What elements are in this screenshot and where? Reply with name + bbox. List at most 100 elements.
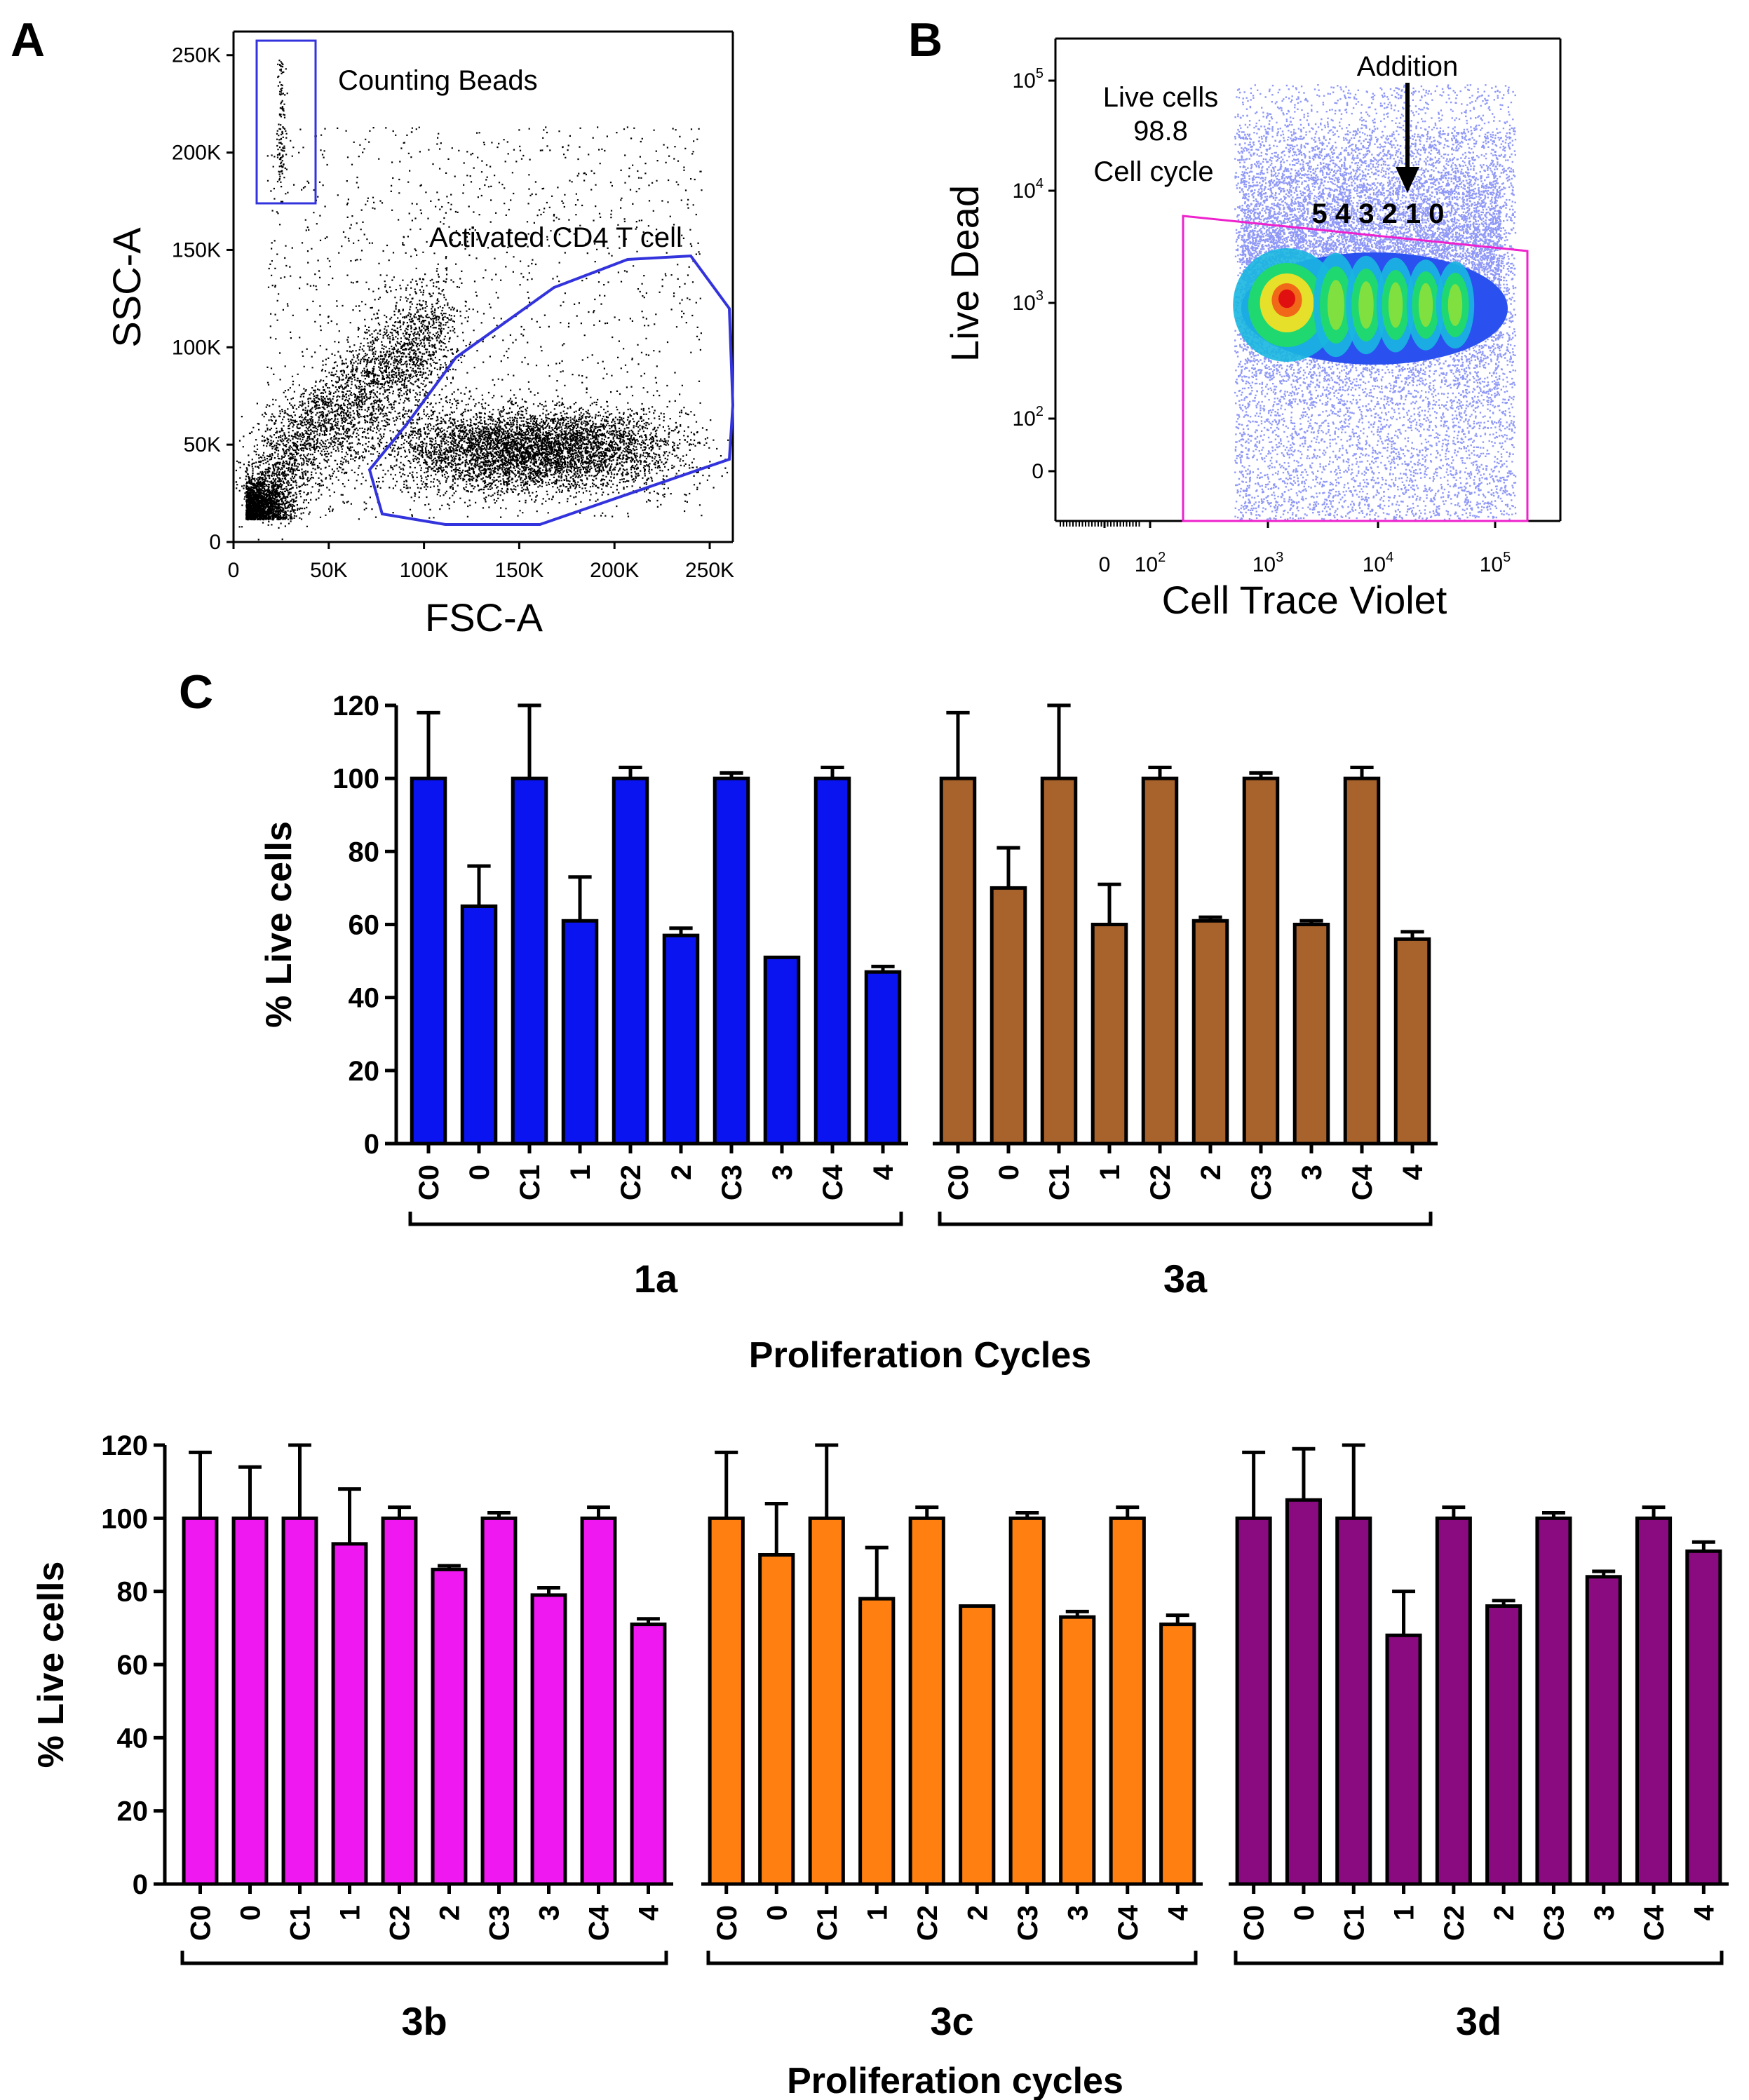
chart-x-tick-label: C0: [1239, 1905, 1270, 1941]
chart-x-tick-label: C0: [943, 1165, 974, 1200]
chart-x-tick-label: C2: [385, 1905, 416, 1941]
bar-3b-C1: [281, 1516, 318, 1886]
bar-3d-1: [1385, 1633, 1422, 1886]
chart-x-title: Proliferation Cycles: [749, 1335, 1091, 1376]
panel-b-y-title: Live Dead: [943, 185, 987, 362]
chart-x-tick-label: C4: [584, 1904, 615, 1941]
cycle-numbers: 5 4 3 2 1 0: [1311, 198, 1444, 229]
panel-a-scatter-points: [235, 60, 729, 541]
panel-a-x-ticks: 0 50K 100K 150K 200K 250K: [228, 542, 734, 582]
panel-a-y-tick-label: 150K: [172, 238, 221, 262]
panel-a-y-tick-label: 250K: [172, 44, 221, 67]
panel-b-y-tick-label: 105: [1013, 66, 1044, 93]
group-label-1a: 1a: [634, 1256, 678, 1301]
bar-3d-C2: [1435, 1516, 1472, 1886]
bar-3c-C0: [708, 1516, 745, 1886]
panel-a-x-tick-label: 200K: [590, 559, 639, 582]
counting-beads-label: Counting Beads: [338, 65, 538, 96]
chart-y-title: % Live cells: [31, 1562, 72, 1768]
chart-x-tick-label: C0: [712, 1905, 743, 1941]
panel-a-y-tick-label: 100K: [172, 336, 221, 359]
panel-b-y-tick-label: 102: [1013, 404, 1044, 431]
bar-3a-2: [1191, 919, 1229, 1146]
group-label-3b: 3b: [401, 1999, 447, 2043]
activated-cd4-label: Activated CD4 T cell: [429, 222, 682, 253]
bar-3b-C2: [381, 1516, 418, 1886]
chart-x-tick-label: 4: [634, 1904, 665, 1921]
panel-a-y-ticks: 0 50K 100K 150K 200K 250K: [172, 44, 234, 554]
panel-a-events: [235, 60, 729, 541]
panel-a-y-tick-label: 0: [209, 531, 221, 554]
chart-x-tick-label: 1: [565, 1165, 596, 1180]
bar-3c-1: [858, 1597, 896, 1886]
chart-x-tick-label: 1: [1095, 1165, 1126, 1180]
chart-y-tick-label: 60: [117, 1650, 149, 1681]
chart-x-tick-label: C1: [285, 1905, 316, 1941]
bar-3b-4: [630, 1623, 667, 1886]
chart-y-tick-label: 120: [332, 691, 379, 722]
bar-1a-0: [460, 904, 498, 1146]
chart-x-tick-label: C4: [818, 1164, 849, 1200]
panel-a-x-tick-label: 50K: [310, 559, 347, 582]
chart-x-tick-label: C3: [1539, 1905, 1569, 1941]
panel-b-y-tick-label: 0: [1032, 460, 1044, 483]
bar-3c-4: [1159, 1623, 1196, 1886]
bar-3a-C1: [1040, 776, 1078, 1146]
group-label-3d: 3d: [1456, 1999, 1501, 2043]
chart-x-tick-label: 4: [1689, 1904, 1720, 1921]
chart-x-tick-label: 4: [1398, 1164, 1429, 1180]
bar-1a-1: [561, 919, 599, 1146]
addition-arrow-head: [1396, 167, 1419, 193]
panel-b-x-tick-label: 102: [1135, 550, 1166, 576]
bar-3d-C0: [1235, 1516, 1272, 1886]
chart-y-tick-label: 40: [117, 1723, 149, 1754]
panel-b-density-plot: B 0 102 103 104 105 0 102 103 104 105 Live cells…: [908, 13, 1562, 622]
chart-x-tick-label: 2: [1196, 1165, 1227, 1180]
chart-x-tick-label: C4: [1347, 1164, 1378, 1200]
chart-x-tick-label: C3: [717, 1165, 748, 1200]
chart-x-tick-label: 3: [1589, 1905, 1620, 1921]
panel-a-y-tick-label: 50K: [184, 433, 221, 456]
chart-x-tick-label: C2: [912, 1905, 943, 1941]
chart-x-tick-label: 0: [1289, 1905, 1320, 1921]
chart-x-tick-label: 2: [666, 1165, 697, 1180]
chart-x-tick-label: C4: [1639, 1904, 1670, 1941]
panel-a-x-tick-label: 250K: [685, 559, 734, 582]
chart-x-tick-label: C3: [485, 1905, 515, 1941]
bar-3b-2: [431, 1567, 468, 1886]
bar-1a-C0: [410, 776, 447, 1146]
panel-a-scatter-plot: A 0 50K 100K 150K 200K 250K 0 50K 100K 150K 200K 2…: [11, 13, 734, 639]
bar-3b-3: [530, 1593, 567, 1886]
chart-x-tick-label: 1: [335, 1905, 366, 1921]
cell-cycle-label: Cell cycle: [1093, 156, 1213, 187]
chart-x-tick-label: C0: [414, 1165, 445, 1200]
panel-a-x-tick-label: 0: [228, 559, 240, 582]
panel-b-density-points: [1233, 84, 1517, 522]
group-bracket: [706, 1951, 1198, 1965]
panel-b-cycle-cluster: [1346, 255, 1386, 355]
chart-x-tick-label: 0: [464, 1165, 495, 1180]
bar-3c-C2: [908, 1516, 945, 1886]
bar-3a-C0: [939, 776, 977, 1146]
chart-x-tick-label: 1: [1389, 1905, 1420, 1921]
bar-3b-C4: [580, 1516, 617, 1886]
chart-y-tick-label: 40: [349, 983, 380, 1014]
bar-3a-C2: [1141, 776, 1179, 1146]
bar-1a-3: [763, 955, 801, 1146]
panel-a-x-tick-label: 150K: [494, 559, 543, 582]
panel-b-cycle-cluster: [1314, 252, 1358, 358]
chart-y-tick-label: 100: [332, 764, 379, 794]
bar-3c-C3: [1008, 1516, 1046, 1886]
chart-x-tick-label: 4: [868, 1164, 899, 1180]
chart-x-tick-label: 1: [862, 1905, 893, 1921]
bar-3c-0: [758, 1553, 795, 1886]
chart-y-tick-label: 100: [101, 1503, 148, 1534]
live-cells-label: Live cells: [1103, 82, 1219, 113]
addition-label: Addition: [1357, 51, 1459, 82]
bar-1a-C1: [511, 776, 548, 1146]
bar-3d-2: [1485, 1604, 1522, 1886]
panel-b-y-tick-label: 104: [1013, 176, 1044, 203]
chart-x-tick-label: C3: [1246, 1165, 1277, 1200]
